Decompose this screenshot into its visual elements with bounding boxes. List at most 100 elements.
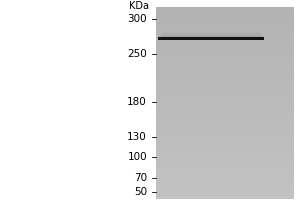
- Text: 250: 250: [127, 49, 147, 59]
- Bar: [164, 32, 258, 33]
- Bar: [156, 104, 294, 107]
- Bar: [156, 181, 294, 183]
- Bar: [156, 41, 294, 43]
- Text: KDa: KDa: [128, 1, 148, 11]
- Bar: [156, 39, 294, 41]
- Bar: [156, 160, 294, 162]
- Bar: [156, 51, 294, 53]
- Bar: [156, 58, 294, 61]
- Bar: [156, 122, 294, 124]
- Bar: [156, 79, 294, 82]
- Bar: [160, 34, 261, 36]
- Bar: [156, 87, 294, 89]
- Bar: [156, 152, 294, 155]
- Bar: [156, 97, 294, 99]
- Bar: [156, 76, 294, 78]
- Bar: [159, 36, 262, 37]
- Bar: [156, 158, 294, 160]
- Bar: [156, 12, 294, 15]
- Bar: [156, 85, 294, 87]
- Bar: [156, 177, 294, 179]
- Bar: [156, 99, 294, 101]
- Bar: [156, 116, 294, 118]
- Bar: [156, 68, 294, 70]
- Bar: [156, 10, 294, 13]
- Bar: [156, 45, 294, 47]
- Bar: [156, 166, 294, 168]
- Bar: [156, 83, 294, 86]
- Bar: [156, 28, 294, 30]
- Bar: [156, 53, 294, 55]
- Bar: [156, 125, 294, 128]
- Bar: [156, 8, 294, 11]
- Bar: [156, 185, 294, 187]
- Bar: [156, 164, 294, 166]
- Bar: [156, 135, 294, 137]
- Bar: [156, 74, 294, 76]
- Bar: [156, 56, 294, 59]
- Bar: [156, 196, 294, 199]
- Bar: [156, 193, 294, 195]
- Bar: [156, 30, 294, 32]
- Bar: [156, 93, 294, 95]
- Bar: [156, 7, 294, 9]
- Bar: [156, 168, 294, 170]
- Bar: [156, 81, 294, 84]
- Bar: [156, 114, 294, 116]
- Bar: [156, 129, 294, 132]
- Bar: [156, 118, 294, 120]
- Bar: [156, 120, 294, 122]
- Bar: [156, 143, 294, 145]
- Bar: [156, 16, 294, 18]
- Bar: [156, 18, 294, 20]
- Bar: [156, 22, 294, 24]
- Bar: [156, 62, 294, 64]
- Bar: [156, 47, 294, 49]
- Bar: [156, 154, 294, 156]
- Bar: [156, 102, 294, 105]
- Bar: [156, 156, 294, 158]
- Bar: [156, 147, 294, 149]
- Bar: [156, 91, 294, 93]
- Bar: [156, 24, 294, 26]
- Text: 130: 130: [127, 132, 147, 142]
- Bar: [156, 100, 294, 103]
- Bar: [156, 124, 294, 126]
- Bar: [162, 33, 260, 34]
- Bar: [156, 89, 294, 91]
- Bar: [156, 127, 294, 130]
- Bar: [156, 179, 294, 181]
- Text: 300: 300: [128, 14, 147, 24]
- Bar: [156, 60, 294, 62]
- Bar: [156, 189, 294, 191]
- Bar: [156, 148, 294, 151]
- Bar: [156, 54, 294, 57]
- Bar: [156, 70, 294, 72]
- Bar: [156, 173, 294, 176]
- Bar: [156, 108, 294, 110]
- Bar: [156, 49, 294, 51]
- Bar: [156, 95, 294, 97]
- Bar: [156, 26, 294, 28]
- Bar: [156, 66, 294, 68]
- Bar: [156, 162, 294, 164]
- Bar: [156, 139, 294, 141]
- Bar: [156, 106, 294, 109]
- Bar: [156, 64, 294, 66]
- Bar: [156, 35, 294, 38]
- Bar: [156, 77, 294, 80]
- Text: 100: 100: [128, 152, 147, 162]
- Bar: [156, 31, 294, 34]
- Bar: [156, 43, 294, 45]
- Bar: [156, 133, 294, 135]
- Bar: [156, 131, 294, 133]
- Bar: [156, 33, 294, 36]
- Text: 180: 180: [127, 97, 147, 107]
- Bar: [156, 187, 294, 189]
- Bar: [156, 72, 294, 74]
- Text: 70: 70: [134, 173, 147, 183]
- Bar: [156, 175, 294, 178]
- Bar: [156, 20, 294, 22]
- Bar: [156, 194, 294, 197]
- Bar: [156, 112, 294, 114]
